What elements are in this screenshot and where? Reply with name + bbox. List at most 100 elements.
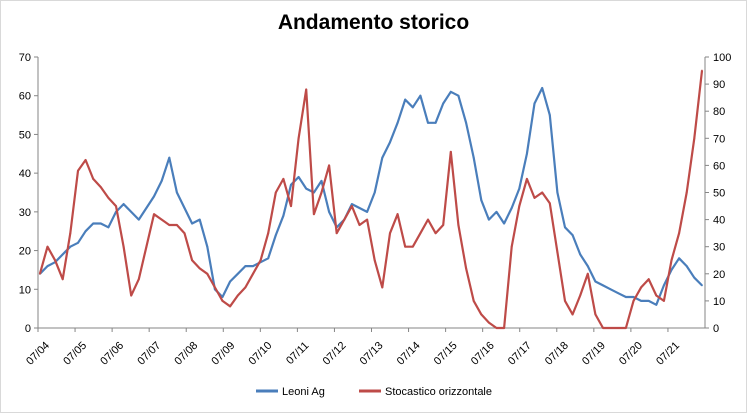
y-tick-label: 20 [19, 246, 31, 258]
data-point [297, 176, 300, 178]
data-point [510, 245, 513, 248]
data-point [343, 218, 346, 221]
data-point [160, 179, 163, 182]
data-point [404, 245, 407, 248]
data-point [602, 327, 604, 329]
data-point [236, 294, 239, 297]
data-point [198, 218, 201, 221]
data-point [145, 207, 148, 209]
data-point [487, 218, 490, 221]
data-point [571, 234, 574, 236]
data-point [647, 300, 650, 302]
data-point [518, 205, 521, 207]
data-point [556, 191, 559, 194]
data-point [701, 69, 703, 72]
data-point [541, 191, 544, 194]
x-tick-label: 07/11 [284, 340, 311, 367]
chart-title: Andamento storico [277, 11, 470, 34]
data-point [297, 137, 300, 140]
data-point [685, 191, 688, 194]
data-point [305, 88, 308, 91]
data-point [404, 98, 407, 101]
data-point [274, 234, 277, 236]
data-point [571, 313, 574, 316]
data-point [77, 169, 79, 172]
data-point [647, 278, 650, 281]
x-tick-label: 07/08 [172, 340, 200, 368]
data-point [198, 267, 201, 270]
y2-tick-label: 70 [713, 133, 725, 145]
data-point [678, 257, 681, 260]
data-point [77, 241, 79, 244]
data-point [54, 259, 57, 262]
data-point [137, 278, 140, 281]
data-point [465, 267, 467, 270]
data-point [701, 284, 703, 287]
y-tick-label: 40 [19, 168, 31, 180]
series-line-0 [39, 86, 703, 306]
data-point [206, 272, 209, 275]
data-point [510, 207, 513, 209]
data-point [46, 265, 49, 267]
data-point [548, 202, 551, 205]
data-point [229, 280, 232, 283]
data-point [168, 156, 171, 159]
series-line-1 [38, 70, 704, 330]
y2-tick-label: 10 [713, 296, 725, 308]
x-tick-label: 07/15 [432, 340, 460, 368]
data-point [663, 300, 665, 302]
data-point [419, 232, 422, 235]
x-tick-label: 07/10 [247, 340, 275, 368]
data-point [252, 272, 254, 275]
data-point [442, 102, 445, 105]
data-point [518, 187, 521, 190]
data-point [99, 186, 102, 188]
data-point [389, 232, 391, 235]
data-point [373, 259, 376, 262]
data-point [244, 265, 247, 267]
data-point [183, 207, 186, 209]
y-tick-label: 70 [19, 52, 31, 64]
y-tick-label: 0 [25, 323, 31, 335]
data-point [487, 321, 490, 324]
data-point [328, 210, 330, 213]
x-tick-label: 07/05 [61, 340, 89, 368]
data-point [381, 156, 384, 159]
data-point [655, 303, 658, 306]
data-point [274, 191, 277, 194]
data-point [579, 253, 582, 256]
x-tick-label: 07/07 [135, 340, 163, 368]
data-point [640, 286, 642, 289]
data-point [678, 232, 681, 235]
x-tick-label: 07/17 [506, 340, 534, 368]
data-point [328, 164, 330, 167]
data-point [92, 222, 95, 225]
data-point [282, 214, 285, 217]
data-point [244, 286, 247, 289]
data-point [564, 226, 566, 229]
data-point [214, 286, 216, 289]
data-point [206, 245, 209, 248]
y-tick-label: 60 [19, 91, 31, 103]
data-point [609, 288, 612, 291]
data-point [442, 224, 445, 226]
data-point [389, 141, 391, 144]
data-point [153, 195, 155, 198]
y2-tick-label: 60 [713, 160, 725, 172]
data-point [685, 265, 688, 267]
data-point [290, 205, 292, 207]
data-point [320, 191, 323, 194]
data-point [602, 284, 604, 287]
data-point [579, 294, 582, 297]
data-point [419, 94, 422, 97]
data-point [503, 222, 506, 225]
legend-label: Leoni Ag [282, 386, 325, 398]
data-point [396, 213, 399, 216]
data-point [495, 327, 498, 329]
data-point [130, 210, 133, 213]
data-point [92, 178, 95, 180]
data-point [69, 245, 72, 248]
data-point [107, 197, 110, 199]
data-point [175, 191, 178, 194]
